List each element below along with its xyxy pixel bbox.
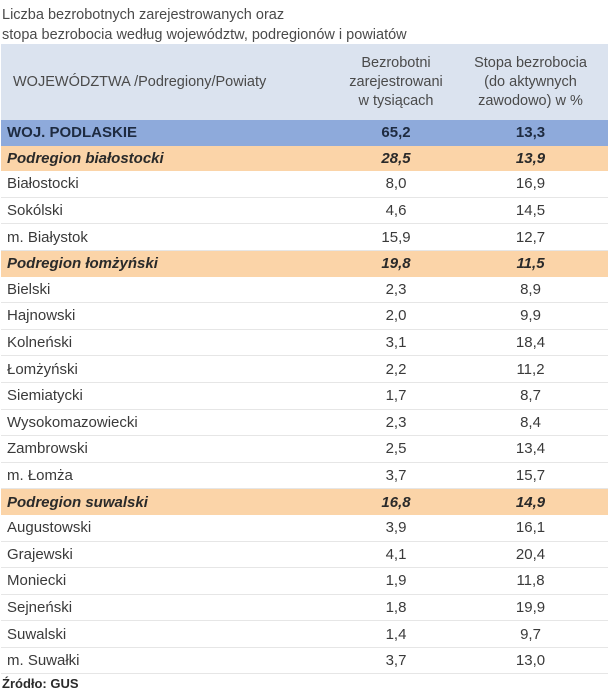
header-unemployed-line-2: zarejestrowani xyxy=(349,73,443,90)
unemployed-value-cell: 3,1 xyxy=(339,329,453,357)
subregion-row: Podregion suwalski 16,8 14,9 xyxy=(1,488,608,515)
unemployed-value-cell: 2,3 xyxy=(339,276,453,304)
area-name-cell: m. Suwałki xyxy=(1,647,339,675)
header-rate-column: Stopa bezrobocia (do aktywnych zawodowo)… xyxy=(453,44,608,120)
source-note: Źródło: GUS xyxy=(2,676,79,691)
area-name-cell: Kolneński xyxy=(1,329,339,357)
unemployed-value-cell: 2,3 xyxy=(339,409,453,437)
unemployed-value-cell: 65,2 xyxy=(339,120,453,146)
table-row: Sejneński 1,8 19,9 xyxy=(1,594,608,622)
rate-value-cell: 15,7 xyxy=(453,462,608,490)
area-name-cell: Siemiatycki xyxy=(1,382,339,410)
unemployed-value-cell: 19,8 xyxy=(339,250,453,277)
rate-value-cell: 8,4 xyxy=(453,409,608,437)
unemployed-value-cell: 28,5 xyxy=(339,145,453,172)
area-name-cell: Zambrowski xyxy=(1,435,339,463)
unemployed-value-cell: 2,0 xyxy=(339,302,453,330)
header-rate-line-3: zawodowo) w % xyxy=(478,92,583,109)
table-row: Łomżyński 2,2 11,2 xyxy=(1,355,608,383)
rate-value-cell: 18,4 xyxy=(453,329,608,357)
rate-value-cell: 14,5 xyxy=(453,197,608,225)
unemployed-value-cell: 15,9 xyxy=(339,223,453,251)
rate-value-cell: 19,9 xyxy=(453,594,608,622)
unemployed-value-cell: 3,7 xyxy=(339,647,453,675)
rate-value-cell: 11,5 xyxy=(453,250,608,277)
unemployed-value-cell: 16,8 xyxy=(339,488,453,515)
area-name-cell: Hajnowski xyxy=(1,302,339,330)
table-row: m. Suwałki 3,7 13,0 xyxy=(1,647,608,675)
rate-value-cell: 14,9 xyxy=(453,488,608,515)
area-name-cell: Podregion suwalski xyxy=(1,488,339,515)
rate-value-cell: 13,3 xyxy=(453,120,608,146)
rate-value-cell: 11,2 xyxy=(453,355,608,383)
header-unemployed-line-3: w tysiącach xyxy=(358,92,434,109)
table-row: Kolneński 3,1 18,4 xyxy=(1,329,608,357)
region-row: WOJ. PODLASKIE 65,2 13,3 xyxy=(1,120,608,146)
header-region-column: WOJEWÓDZTWA /Podregiony/Powiaty xyxy=(1,44,339,120)
area-name-cell: Moniecki xyxy=(1,567,339,595)
unemployment-table: WOJEWÓDZTWA /Podregiony/Powiaty Bezrobot… xyxy=(1,44,608,675)
table-row: Sokólski 4,6 14,5 xyxy=(1,197,608,225)
unemployed-value-cell: 3,7 xyxy=(339,462,453,490)
header-unemployed-line-1: Bezrobotni xyxy=(361,54,431,71)
unemployed-value-cell: 2,5 xyxy=(339,435,453,463)
table-title-line-2: stopa bezrobocia według województw, podr… xyxy=(2,27,407,43)
unemployed-value-cell: 4,6 xyxy=(339,197,453,225)
rate-value-cell: 12,7 xyxy=(453,223,608,251)
table-row: Bielski 2,3 8,9 xyxy=(1,276,608,304)
table-row: Wysokomazowiecki 2,3 8,4 xyxy=(1,409,608,437)
rate-value-cell: 8,9 xyxy=(453,276,608,304)
table-row: Siemiatycki 1,7 8,7 xyxy=(1,382,608,410)
table-header: WOJEWÓDZTWA /Podregiony/Powiaty Bezrobot… xyxy=(1,44,608,120)
unemployed-value-cell: 1,7 xyxy=(339,382,453,410)
table-row: Białostocki 8,0 16,9 xyxy=(1,171,608,198)
unemployed-value-cell: 1,8 xyxy=(339,594,453,622)
area-name-cell: Sokólski xyxy=(1,197,339,225)
rate-value-cell: 13,4 xyxy=(453,435,608,463)
table-row: Augustowski 3,9 16,1 xyxy=(1,514,608,542)
unemployed-value-cell: 2,2 xyxy=(339,355,453,383)
area-name-cell: m. Białystok xyxy=(1,223,339,251)
unemployed-value-cell: 1,4 xyxy=(339,620,453,648)
unemployed-value-cell: 8,0 xyxy=(339,171,453,198)
area-name-cell: Augustowski xyxy=(1,514,339,542)
rate-value-cell: 13,0 xyxy=(453,647,608,675)
unemployed-value-cell: 4,1 xyxy=(339,541,453,569)
area-name-cell: Bielski xyxy=(1,276,339,304)
header-rate-line-1: Stopa bezrobocia xyxy=(474,54,587,71)
table-row: m. Białystok 15,9 12,7 xyxy=(1,223,608,251)
header-rate-line-2: (do aktywnych xyxy=(484,73,577,90)
area-name-cell: Suwalski xyxy=(1,620,339,648)
table-row: Grajewski 4,1 20,4 xyxy=(1,541,608,569)
subregion-row: Podregion łomżyński 19,8 11,5 xyxy=(1,250,608,277)
subregion-row: Podregion białostocki 28,5 13,9 xyxy=(1,145,608,172)
area-name-cell: Grajewski xyxy=(1,541,339,569)
table-row: Suwalski 1,4 9,7 xyxy=(1,620,608,648)
area-name-cell: Białostocki xyxy=(1,171,339,198)
rate-value-cell: 16,1 xyxy=(453,514,608,542)
area-name-cell: Wysokomazowiecki xyxy=(1,409,339,437)
rate-value-cell: 9,7 xyxy=(453,620,608,648)
rate-value-cell: 20,4 xyxy=(453,541,608,569)
table-title-line-1: Liczba bezrobotnych zarejestrowanych ora… xyxy=(2,7,285,23)
rate-value-cell: 8,7 xyxy=(453,382,608,410)
unemployed-value-cell: 3,9 xyxy=(339,514,453,542)
area-name-cell: Podregion łomżyński xyxy=(1,250,339,277)
rate-value-cell: 11,8 xyxy=(453,567,608,595)
table-row: Moniecki 1,9 11,8 xyxy=(1,567,608,595)
table-row: m. Łomża 3,7 15,7 xyxy=(1,462,608,490)
rate-value-cell: 9,9 xyxy=(453,302,608,330)
area-name-cell: Podregion białostocki xyxy=(1,145,339,172)
area-name-cell: Sejneński xyxy=(1,594,339,622)
area-name-cell: WOJ. PODLASKIE xyxy=(1,120,339,146)
table-row: Zambrowski 2,5 13,4 xyxy=(1,435,608,463)
table-row: Hajnowski 2,0 9,9 xyxy=(1,302,608,330)
rate-value-cell: 16,9 xyxy=(453,171,608,198)
area-name-cell: m. Łomża xyxy=(1,462,339,490)
unemployed-value-cell: 1,9 xyxy=(339,567,453,595)
header-unemployed-column: Bezrobotni zarejestrowani w tysiącach xyxy=(339,44,453,120)
table-body: WOJ. PODLASKIE 65,2 13,3 Podregion białosto… xyxy=(1,120,608,675)
area-name-cell: Łomżyński xyxy=(1,355,339,383)
rate-value-cell: 13,9 xyxy=(453,145,608,172)
